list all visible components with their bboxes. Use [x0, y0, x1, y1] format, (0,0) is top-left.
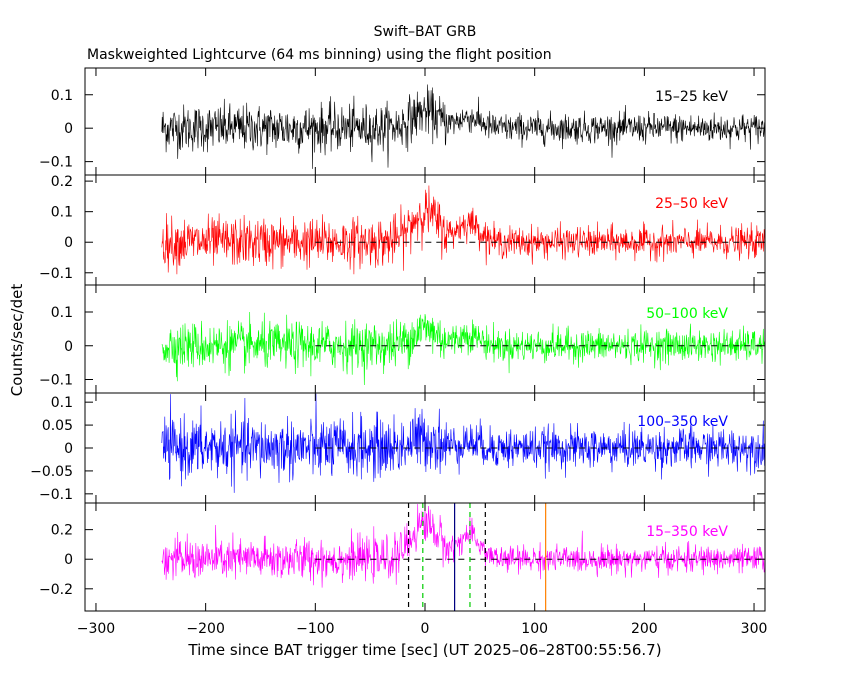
ytick-label-2-0: −0.1 [39, 373, 73, 389]
ytick-label-0-0: −0.1 [39, 155, 73, 171]
chart-subtitle: Maskweighted Lightcurve (64 ms binning) … [87, 47, 552, 63]
xtick-label-5: 200 [631, 621, 658, 637]
ytick-label-1-3: 0.2 [51, 174, 73, 190]
ytick-label-2-1: 0 [64, 339, 73, 355]
panel-2: −0.1 0 0.1 50–100 keV [39, 284, 766, 394]
panel-4: −0.2 0 0.2 15–350 keV [39, 502, 766, 612]
lightcurve-series-4 [161, 503, 765, 588]
ytick-label-1-2: 0.1 [51, 205, 73, 221]
ytick-label-4-0: −0.2 [39, 582, 73, 598]
ytick-label-4-1: 0 [64, 552, 73, 568]
band-label-0: 15–25 keV [655, 89, 728, 105]
panels-group: −0.100.1 15–25 keV−0.100.10.225–50 keV−0.… [30, 67, 766, 612]
xtick-label-4: 100 [521, 621, 548, 637]
ytick-label-3-0: −0.1 [39, 487, 73, 503]
panel-0: −0.1 0 0.1 15–25 keV [39, 67, 766, 176]
panel-3: −0.1 −0.05 0 0.05 0.1 100–350 keV [30, 392, 766, 504]
ytick-label-2-2: 0.1 [51, 305, 73, 321]
band-label-3: 100–350 keV [637, 414, 728, 430]
x-axis: −300 −200 −100 0 100 200 300 [77, 621, 768, 637]
ytick-label-3-3: 0.05 [42, 418, 73, 434]
xtick-label-1: −200 [186, 621, 224, 637]
panel-1: −0.1 0 0.1 0.2 25–50 keV [39, 174, 766, 286]
band-label-1: 25–50 keV [655, 196, 728, 212]
ytick-label-3-2: 0 [64, 441, 73, 457]
ytick-label-0-2: 0.1 [51, 88, 73, 104]
xtick-label-2: −100 [296, 621, 334, 637]
ytick-label-3-1: −0.05 [30, 464, 73, 480]
xtick-label-6: 300 [741, 621, 768, 637]
x-axis-title: Time since BAT trigger time [sec] (UT 20… [187, 641, 661, 659]
xtick-label-0: −300 [77, 621, 115, 637]
chart-title: Swift–BAT GRB [374, 24, 477, 40]
lightcurve-series-3 [161, 393, 765, 493]
ytick-label-4-2: 0.2 [51, 523, 73, 539]
lightcurve-series-0 [161, 84, 765, 169]
lightcurve-series-2 [161, 311, 765, 386]
xtick-label-3: 0 [421, 621, 430, 637]
lightcurve-series-1 [161, 185, 765, 275]
ytick-label-1-0: −0.1 [39, 266, 73, 282]
panel-frame-2 [84, 284, 766, 394]
band-label-2: 50–100 keV [646, 306, 728, 322]
ytick-label-1-1: 0 [64, 235, 73, 251]
ytick-label-0-1: 0 [64, 121, 73, 137]
ytick-label-3-4: 0.1 [51, 395, 73, 411]
y-axis-title: Counts/sec/det [8, 284, 26, 397]
band-label-4: 15–350 keV [646, 524, 728, 540]
